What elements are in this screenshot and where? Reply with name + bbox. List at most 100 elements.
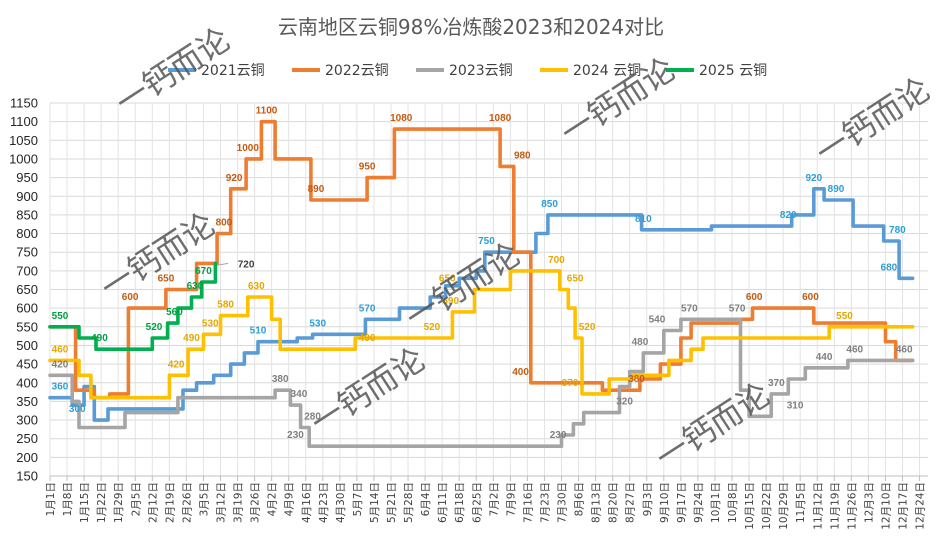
x-tick-label: 8月6日	[574, 482, 586, 516]
data-label: 890	[828, 184, 845, 195]
data-label: 550	[52, 311, 69, 322]
data-label: 890	[308, 184, 325, 195]
series-line	[48, 187, 915, 422]
x-tick-label: 12月3日	[863, 482, 875, 523]
data-label: 560	[166, 307, 183, 318]
x-tick-label: 11月26日	[846, 482, 858, 530]
x-tick-label: 6月25日	[471, 482, 483, 523]
data-label: 680	[881, 262, 898, 273]
x-tick-label: 1月8日	[62, 482, 74, 516]
data-label: 600	[746, 292, 763, 303]
data-label: 340	[291, 389, 308, 400]
data-label: 530	[309, 318, 326, 329]
data-label: 920	[226, 173, 243, 184]
x-tick-label: 5月14日	[369, 482, 381, 523]
y-tick-label: 550	[16, 319, 38, 334]
x-tick-label: 10月29日	[778, 482, 790, 530]
data-label: 230	[550, 430, 567, 441]
data-label: 820	[780, 210, 797, 221]
y-tick-label: 600	[16, 301, 38, 316]
data-label: 570	[729, 303, 746, 314]
y-tick-label: 450	[16, 357, 38, 372]
data-label: 650	[439, 274, 456, 285]
x-tick-label: 1月1日	[45, 482, 57, 516]
x-tick-label: 6月18日	[454, 482, 466, 523]
data-label: 300	[69, 404, 86, 415]
data-label: 810	[635, 214, 652, 225]
data-label: 460	[896, 344, 913, 355]
watermark-text: 一钙而论	[649, 375, 777, 477]
x-tick-label: 1月22日	[96, 482, 108, 523]
x-tick-label: 9月17日	[676, 482, 688, 523]
y-tick-label: 1050	[9, 133, 38, 148]
data-label: 520	[424, 322, 441, 333]
x-tick-label: 9月24日	[693, 482, 705, 523]
y-tick-label: 500	[16, 338, 38, 353]
x-tick-label: 7月2日	[488, 482, 500, 516]
data-label: 700	[548, 255, 565, 266]
x-tick-label: 12月17日	[898, 482, 910, 530]
x-tick-label: 8月27日	[625, 482, 637, 523]
data-label: 650	[567, 274, 584, 285]
x-tick-label: 7月23日	[539, 482, 551, 523]
data-label: 780	[889, 225, 906, 236]
data-label: 1080	[390, 113, 413, 124]
y-tick-label: 200	[16, 450, 38, 465]
data-label: 570	[681, 303, 698, 314]
x-tick-label: 4月9日	[284, 482, 296, 516]
y-tick-label: 150	[16, 469, 38, 484]
x-tick-label: 12月24日	[915, 482, 927, 530]
x-tick-label: 5月28日	[403, 482, 415, 523]
x-tick-label: 7月9日	[505, 482, 517, 516]
data-label: 600	[122, 292, 139, 303]
y-tick-label: 800	[16, 226, 38, 241]
data-label: 490	[359, 333, 376, 344]
data-label: 480	[632, 337, 649, 348]
x-tick-label: 10月1日	[710, 482, 722, 523]
data-label: 230	[287, 430, 304, 441]
y-tick-label: 1100	[10, 114, 38, 129]
data-label: 420	[168, 359, 185, 370]
y-tick-label: 900	[16, 189, 38, 204]
x-tick-label: 8月13日	[591, 482, 603, 523]
x-tick-label: 2月5日	[130, 482, 142, 516]
data-label: 1080	[489, 113, 512, 124]
data-label: 490	[91, 333, 108, 344]
y-tick-label: 350	[16, 394, 38, 409]
legend-label: 2025 云铜	[699, 63, 767, 79]
data-label: 720	[238, 259, 255, 270]
data-label: 530	[202, 318, 219, 329]
y-tick-label: 650	[16, 282, 38, 297]
data-label: 380	[272, 374, 289, 385]
x-tick-label: 6月11日	[437, 482, 449, 523]
data-label: 1000	[237, 143, 260, 154]
x-tick-label: 1月29日	[113, 482, 125, 523]
x-tick-label: 8月20日	[608, 482, 620, 523]
x-tick-label: 7月30日	[557, 482, 569, 523]
y-axis: 150 200 250 300 350 400 450 500 550 600 650 700 750 8…	[9, 96, 38, 484]
x-tick-label: 10月8日	[727, 482, 739, 523]
data-label: 370	[562, 378, 579, 389]
data-label: 310	[787, 400, 804, 411]
label-leader-line	[217, 262, 229, 266]
x-tick-label: 11月19日	[829, 482, 841, 530]
x-axis: 1月1日 1月8日 1月15日 1月22日 1月29日 2月5日 2月12日 2月19日 2月2…	[45, 475, 928, 530]
data-label: 360	[52, 382, 69, 393]
legend: 2021云铜 2022云铜 2023云铜 2024 云铜 2025 云铜	[168, 63, 767, 79]
data-label: 630	[187, 281, 204, 292]
data-label: 630	[248, 281, 265, 292]
data-label: 280	[304, 412, 321, 423]
y-tick-label: 1000	[9, 151, 38, 166]
legend-label: 2024 云铜	[573, 63, 641, 79]
watermark-text: 一钙而论	[809, 70, 937, 172]
chart-title: 云南地区云铜98%冶炼酸2023和2024对比	[278, 15, 664, 39]
x-tick-label: 12月10日	[880, 482, 892, 530]
data-label: 440	[816, 352, 833, 363]
data-label: 800	[216, 218, 233, 229]
data-label: 550	[836, 311, 853, 322]
data-label: 370	[768, 378, 785, 389]
data-label: 420	[52, 359, 69, 370]
y-tick-label: 700	[16, 263, 38, 278]
data-label: 920	[805, 173, 822, 184]
x-tick-label: 4月23日	[318, 482, 330, 523]
